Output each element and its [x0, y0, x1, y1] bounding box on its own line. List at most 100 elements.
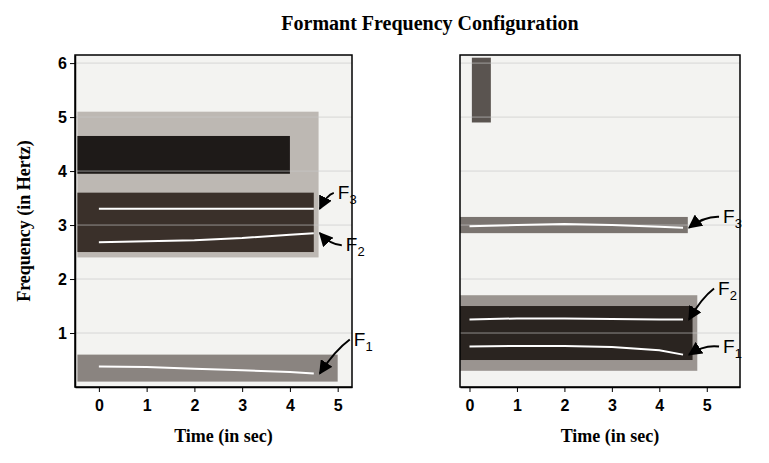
x-tick: 0: [95, 387, 104, 414]
y-tick-mark: [70, 279, 75, 280]
grid-line: [75, 225, 352, 226]
label-arrow: [320, 233, 342, 245]
y-tick-mark: [70, 171, 75, 172]
x-tick-mark: [338, 387, 339, 392]
plot-area: [75, 63, 352, 382]
y-tick-mark: [70, 63, 75, 64]
formant-line: [99, 233, 314, 242]
x-tick-label: 1: [143, 397, 152, 414]
grid-line: [75, 279, 352, 280]
x-tick-label: 4: [286, 397, 295, 414]
x-axis-line: [461, 387, 741, 389]
grid-line: [75, 171, 352, 172]
y-tick-label: 4: [58, 163, 67, 180]
plot-frame: [75, 55, 352, 387]
formant-label: F2: [346, 234, 365, 259]
y-tick-label: 3: [58, 217, 67, 234]
y-tick-mark: [70, 225, 75, 226]
x-tick-label: 2: [560, 397, 569, 414]
x-tick-label: 5: [334, 397, 343, 414]
y-axis-title: Frequency (in Hertz): [14, 140, 35, 302]
label-arrow: [689, 217, 719, 228]
panel: 0 1 2 3 4 5 1 2 3 4 5 6 Time (in sec) Frequency (in H…: [14, 55, 373, 447]
x-tick-label: 1: [513, 397, 522, 414]
x-axis-title: Time (in sec): [561, 426, 660, 447]
formant-line: [99, 208, 314, 210]
x-tick-mark: [469, 387, 470, 392]
energy-band: [472, 58, 491, 123]
y-tick-label: 5: [58, 109, 67, 126]
label-arrow: [689, 289, 714, 320]
formant-label: F1: [723, 336, 742, 361]
x-tick-mark: [564, 387, 565, 392]
y-tick-mark: [70, 117, 75, 118]
panel: 012345Time (in sec)F1F2F3: [460, 55, 742, 447]
y-axis: 1 2 3 4 5 6: [58, 55, 75, 388]
plot-frame: [460, 55, 740, 387]
x-tick: 1: [513, 387, 522, 414]
x-tick-mark: [612, 387, 613, 392]
grid-line: [460, 117, 740, 118]
y-tick: 6: [58, 55, 75, 72]
x-axis-line: [76, 387, 353, 389]
x-tick-label: 3: [238, 397, 247, 414]
x-tick-mark: [517, 387, 518, 392]
grid-line: [460, 333, 740, 334]
x-tick-label: 2: [190, 397, 199, 414]
plot-area: [460, 58, 740, 371]
label-arrow: [320, 340, 350, 374]
x-tick: 3: [608, 387, 617, 414]
formant-line: [469, 224, 683, 228]
x-tick-label: 3: [608, 397, 617, 414]
y-tick: 4: [58, 163, 75, 180]
y-tick-label: 6: [58, 55, 67, 72]
energy-band: [77, 112, 318, 258]
grid-line: [460, 279, 740, 280]
x-tick-label: 0: [466, 397, 475, 414]
plot-background: [460, 55, 740, 387]
y-axis-line: [75, 56, 77, 388]
x-tick-mark: [659, 387, 660, 392]
formant-label: F3: [338, 182, 357, 207]
energy-band: [77, 355, 337, 382]
figure: Formant Frequency Configuration 0 1 2 3 4 5 1 2 3…: [0, 0, 769, 463]
x-tick: 1: [143, 387, 152, 414]
x-tick-label: 0: [95, 397, 104, 414]
x-tick-mark: [242, 387, 243, 392]
grid-line: [75, 117, 352, 118]
x-tick-mark: [290, 387, 291, 392]
x-tick: 5: [703, 387, 712, 414]
grid-line: [75, 333, 352, 334]
y-tick: 5: [58, 109, 75, 126]
y-tick: 3: [58, 217, 75, 234]
grid-line: [75, 63, 352, 64]
plot-background: [75, 55, 352, 387]
x-tick: 4: [286, 387, 295, 414]
x-tick: 3: [238, 387, 247, 414]
y-tick-label: 1: [58, 325, 67, 342]
grid-line: [460, 171, 740, 172]
y-tick: 1: [58, 325, 75, 342]
x-tick-mark: [99, 387, 100, 392]
x-tick-mark: [147, 387, 148, 392]
x-tick: 2: [560, 387, 569, 414]
formant-label: F1: [354, 329, 373, 354]
x-axis: 0 1 2 3 4 5: [76, 387, 353, 414]
x-tick: 5: [334, 387, 343, 414]
x-tick: 4: [655, 387, 664, 414]
x-tick-label: 5: [703, 397, 712, 414]
x-tick-mark: [194, 387, 195, 392]
y-tick-label: 2: [58, 271, 67, 288]
formant-line: [469, 346, 683, 355]
label-arrow: [689, 346, 719, 354]
y-tick: 2: [58, 271, 75, 288]
energy-band: [77, 193, 313, 252]
formant-line: [469, 318, 683, 319]
chart-title: Formant Frequency Configuration: [281, 12, 578, 35]
y-tick-mark: [70, 333, 75, 334]
x-axis-title: Time (in sec): [174, 426, 273, 447]
x-tick: 2: [190, 387, 199, 414]
energy-band: [77, 136, 290, 174]
formant-label: F2: [718, 278, 737, 303]
x-axis: 0 1 2 3 4 5: [461, 387, 741, 414]
